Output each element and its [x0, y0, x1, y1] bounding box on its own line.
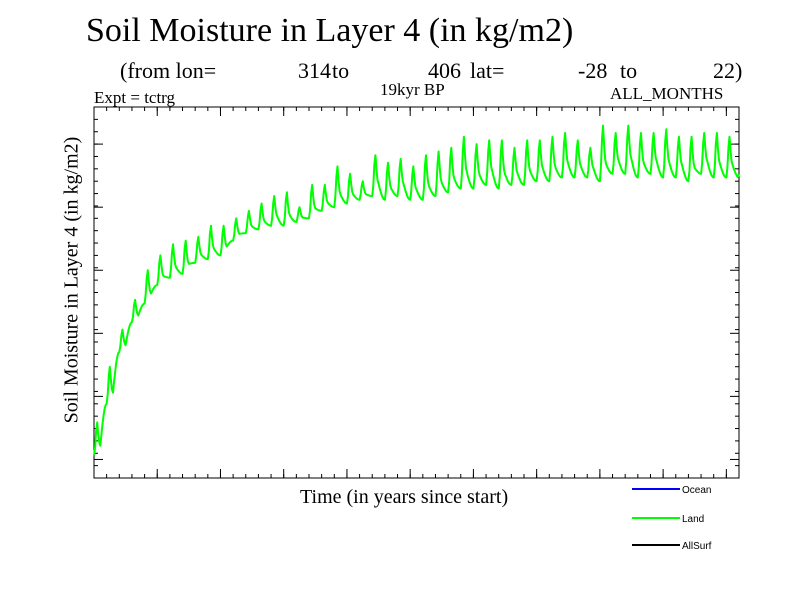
months-label: ALL_MONTHS [610, 84, 724, 103]
subtitle-lat-end: 22) [713, 58, 743, 83]
x-axis-label: Time (in years since start) [300, 486, 509, 508]
subtitle-lon-end: 406 [428, 58, 461, 83]
subtitle-from-lon: (from lon= [120, 58, 217, 83]
legend-label-ocean: Ocean [682, 485, 711, 496]
subtitle-lat-start: -28 [578, 58, 608, 83]
subtitle-lon-start: 314 [298, 58, 331, 83]
chart-title: Soil Moisture in Layer 4 (in kg/m2) [86, 12, 574, 49]
subtitle-to-2: to [620, 58, 638, 83]
axis-ticks [94, 106, 739, 479]
series-group [93, 124, 740, 456]
subtitle-to-1: to [332, 58, 350, 83]
period-label: 19kyr BP [380, 80, 445, 99]
land-series-line [93, 124, 740, 456]
legend-label-land: Land [682, 514, 704, 525]
legend: Ocean Land AllSurf [632, 485, 712, 552]
subtitle-lat-label: lat= [470, 58, 505, 83]
experiment-label: Expt = tctrg [94, 88, 176, 107]
legend-label-allsurf: AllSurf [682, 541, 712, 552]
plot-frame [93, 106, 740, 479]
